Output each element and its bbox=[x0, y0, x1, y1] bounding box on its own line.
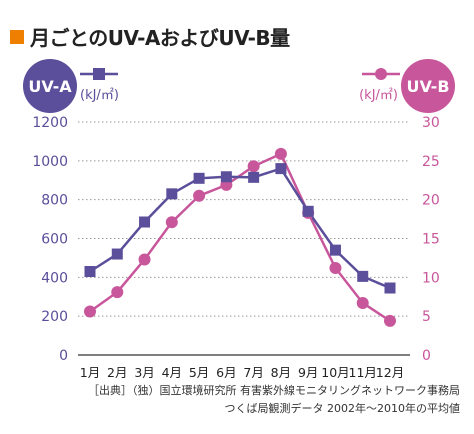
right-tick-label: 0 bbox=[422, 348, 431, 364]
uv-b-point bbox=[138, 253, 151, 266]
left-tick-label: 800 bbox=[41, 193, 68, 209]
chart-title-row: 月ごとのUV-AおよびUV-B量 bbox=[10, 22, 290, 51]
uv-a-point bbox=[139, 216, 151, 228]
left-tick-label: 1000 bbox=[32, 154, 68, 170]
uv-a-point bbox=[357, 270, 369, 282]
uv-a-point bbox=[248, 171, 260, 183]
uv-a-badge-label: UV-A bbox=[28, 77, 72, 96]
x-tick-label: 12月 bbox=[376, 365, 404, 380]
x-tick-label: 8月 bbox=[271, 365, 291, 380]
left-tick-label: 400 bbox=[41, 270, 68, 286]
left-tick-label: 1200 bbox=[32, 115, 68, 131]
x-tick-label: 3月 bbox=[134, 365, 154, 380]
uv-a-point bbox=[166, 188, 178, 200]
uv-a-point bbox=[111, 248, 123, 260]
uv-a-point bbox=[329, 244, 341, 256]
x-tick-label: 5月 bbox=[189, 365, 209, 380]
uv-b-point bbox=[356, 296, 369, 309]
uv-b-point bbox=[111, 286, 124, 299]
uv-a-point bbox=[84, 266, 96, 278]
source-line-1: ［出典］（独）国立環境研究所 有害紫外線モニタリングネットワーク事務局 bbox=[88, 384, 460, 397]
uv-b-badge-label: UV-B bbox=[406, 77, 449, 96]
right-tick-label: 25 bbox=[422, 154, 440, 170]
right-tick-label: 20 bbox=[422, 193, 440, 209]
left-tick-label: 0 bbox=[59, 348, 68, 364]
right-tick-label: 30 bbox=[422, 115, 440, 131]
uv-b-point bbox=[329, 262, 342, 275]
uv-a-badge bbox=[23, 59, 77, 113]
left-tick-label: 200 bbox=[41, 309, 68, 325]
x-tick-label: 6月 bbox=[216, 365, 236, 380]
uv-b-point bbox=[84, 305, 96, 318]
uv-a-point bbox=[220, 171, 232, 183]
x-tick-label: 2月 bbox=[107, 365, 127, 380]
uv-b-unit: (kJ/㎡) bbox=[359, 88, 398, 103]
source-line-2: つくば局観測データ 2002年～2010年の平均値 bbox=[224, 402, 460, 415]
x-tick-label: 4月 bbox=[162, 365, 182, 380]
source-note: ［出典］（独）国立環境研究所 有害紫外線モニタリングネットワーク事務局 つくば局… bbox=[88, 382, 460, 418]
uv-b-point bbox=[384, 314, 396, 327]
uv-b-legend-marker bbox=[375, 68, 387, 80]
right-tick-label: 15 bbox=[422, 232, 440, 248]
uv-b-point bbox=[165, 216, 178, 229]
uv-b-line bbox=[89, 152, 391, 322]
uv-b-point bbox=[193, 189, 206, 202]
x-tick-label: 7月 bbox=[243, 365, 263, 380]
uv-a-point bbox=[275, 163, 287, 175]
uv-a-point bbox=[193, 172, 205, 184]
uv-b-point bbox=[247, 160, 260, 173]
uv-b-point bbox=[274, 147, 287, 160]
uv-a-point bbox=[302, 205, 314, 217]
title-marker-icon bbox=[10, 29, 24, 44]
uv-a-unit: (kJ/㎡) bbox=[80, 88, 119, 103]
right-tick-label: 5 bbox=[422, 309, 431, 325]
x-tick-label: 1月 bbox=[80, 365, 100, 380]
right-tick-label: 10 bbox=[422, 270, 440, 286]
x-tick-label: 9月 bbox=[298, 365, 318, 380]
uv-a-point bbox=[384, 282, 396, 294]
x-tick-label: 11月 bbox=[349, 365, 377, 380]
x-tick-label: 10月 bbox=[321, 365, 349, 380]
left-tick-label: 600 bbox=[41, 232, 68, 248]
chart-title: 月ごとのUV-AおよびUV-B量 bbox=[30, 26, 290, 50]
uv-a-legend-marker bbox=[93, 68, 105, 80]
uv-b-badge bbox=[401, 59, 455, 113]
